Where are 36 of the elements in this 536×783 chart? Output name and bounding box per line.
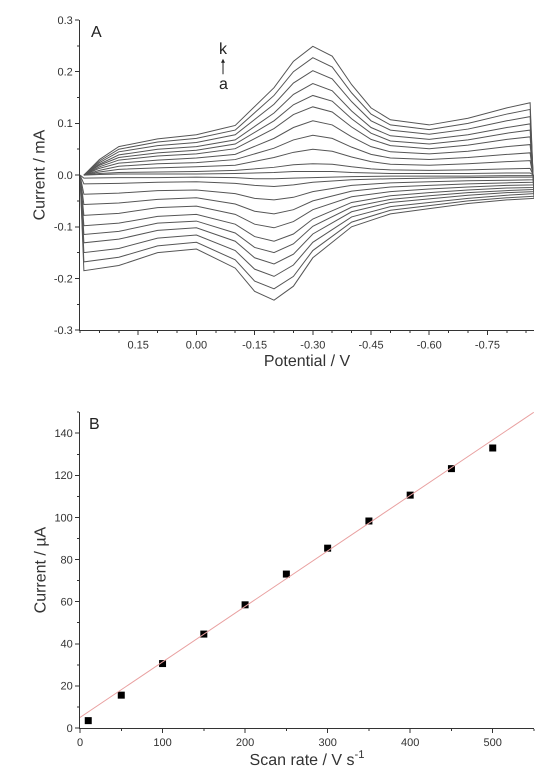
x-tick-label: -0.30 — [300, 339, 326, 352]
y-tick-label: 100 — [54, 512, 73, 524]
y-axis-title: Current / µA — [32, 526, 50, 614]
x-tick-label: 300 — [318, 737, 337, 750]
y-tick-label: -0.3 — [54, 324, 73, 337]
x-tick-label: 200 — [236, 737, 254, 750]
x-tick-label: 0 — [76, 737, 84, 750]
x-tick-label: 400 — [401, 737, 420, 750]
y-axis-title: Current / mA — [32, 129, 49, 220]
y-tick-label: 60 — [60, 596, 73, 609]
x-axis-title: Scan rate / V s$^{-1}$ — [250, 749, 364, 769]
annotation: k — [219, 41, 228, 58]
x-tick-label: 0.15 — [128, 339, 149, 352]
x-tick-label: 100 — [153, 737, 172, 750]
y-tick-label: -0.1 — [54, 222, 73, 234]
x-tick-label: -0.60 — [416, 339, 442, 352]
y-tick-label: 120 — [54, 470, 73, 482]
x-tick-label: -0.45 — [358, 339, 384, 352]
y-tick-label: 0.2 — [58, 66, 73, 79]
x-tick-label: 500 — [484, 737, 502, 750]
y-tick-label: -0.2 — [54, 273, 73, 286]
y-tick-label: 0 — [66, 722, 73, 735]
y-tick-label: 20 — [60, 680, 73, 693]
y-tick-label: 80 — [60, 554, 73, 566]
x-tick-label: -0.75 — [474, 339, 500, 352]
x-tick-label: 0.00 — [186, 339, 208, 352]
y-tick-label: 40 — [60, 638, 73, 651]
annotation: a — [219, 76, 228, 93]
x-axis-title: Potential / V — [264, 353, 350, 370]
annotation: A — [91, 24, 102, 41]
annotation: B — [89, 416, 100, 433]
y-tick-label: 0.0 — [58, 170, 73, 182]
x-tick-label: -0.15 — [242, 339, 268, 352]
y-tick-label: 0.1 — [58, 118, 73, 130]
y-tick-label: 140 — [54, 428, 73, 440]
y-tick-label: 0.3 — [58, 14, 73, 27]
